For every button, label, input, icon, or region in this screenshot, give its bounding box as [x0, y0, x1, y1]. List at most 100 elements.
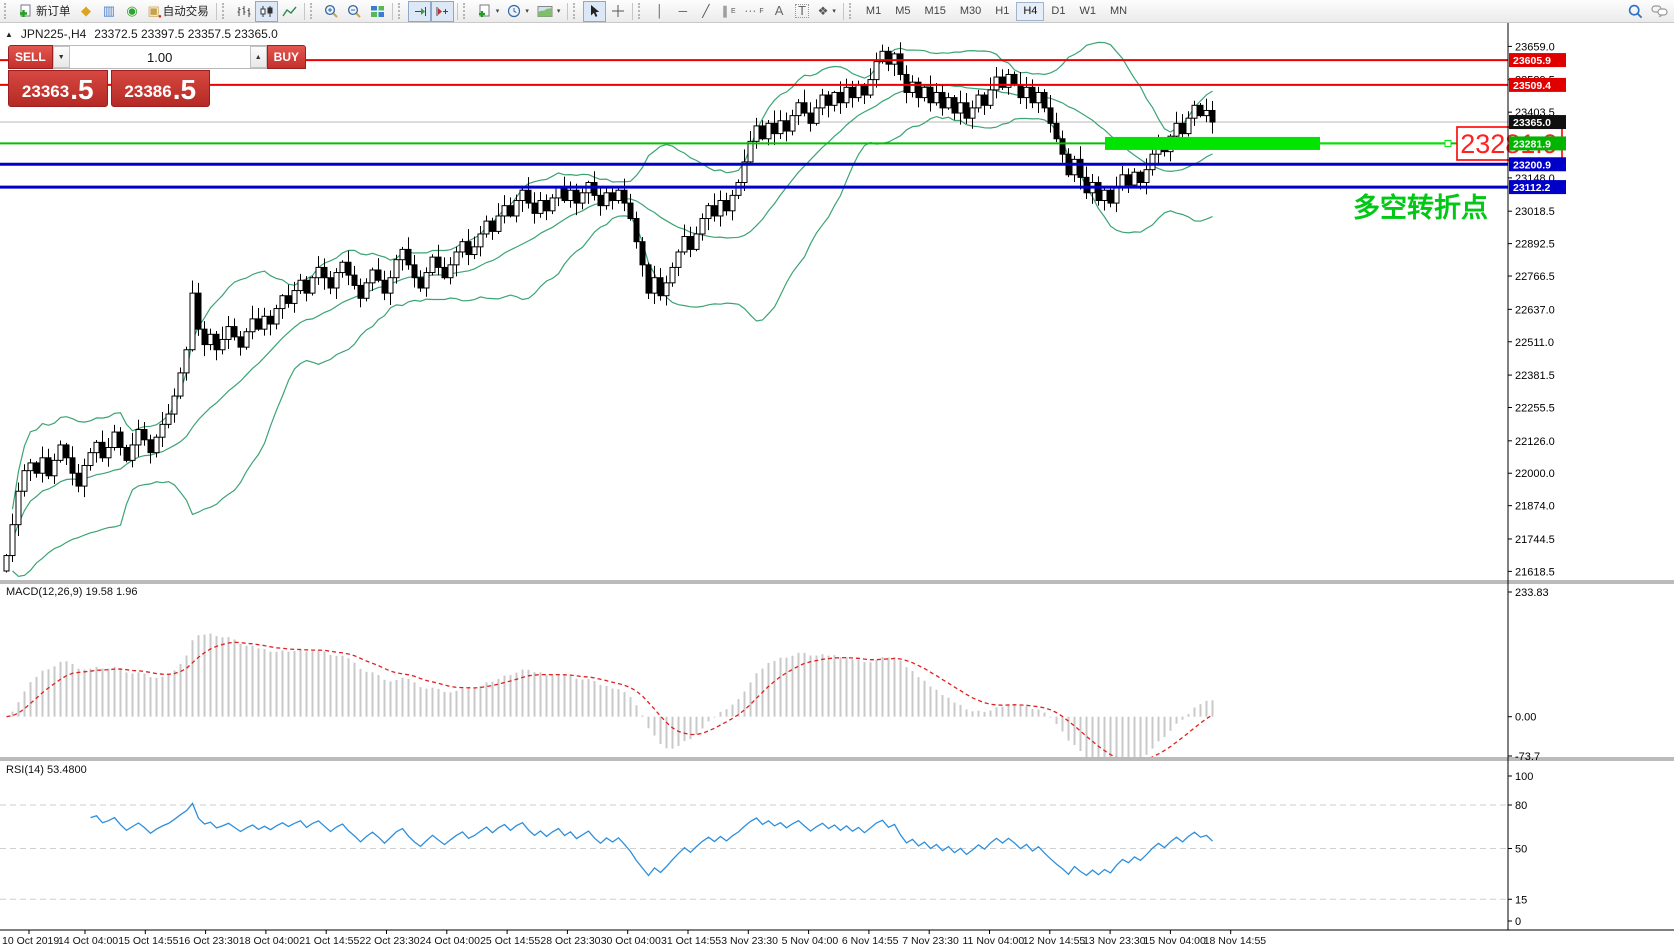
line-chart-button[interactable] [278, 1, 301, 22]
volume-increase-button[interactable]: ▲ [249, 46, 267, 68]
new-chart-button[interactable]: ▾ [473, 1, 504, 22]
bar-chart-button[interactable] [232, 1, 255, 22]
candle [621, 189, 628, 204]
chat-button[interactable] [1647, 1, 1672, 22]
candle [795, 102, 802, 117]
fibonacci-icon: ⋯ [744, 4, 757, 18]
period-button[interactable]: ▾ [503, 1, 533, 22]
price-tick-label: 22766.5 [1515, 271, 1555, 283]
candlestick-chart-button[interactable] [254, 0, 278, 22]
sell-button[interactable]: SELL [8, 45, 53, 69]
sell-price-button[interactable]: 23363 .5 [8, 70, 108, 107]
text-tool-button[interactable]: A [768, 1, 791, 22]
new-order-label: 新订单 [36, 6, 71, 18]
cursor-icon [591, 5, 600, 17]
chat-icon [1651, 5, 1668, 18]
metaeditor-icon: ◆ [81, 3, 91, 18]
candle [1125, 174, 1132, 186]
cursor-button[interactable] [583, 0, 607, 22]
candle [915, 81, 922, 99]
candle [555, 187, 562, 199]
metaeditor-button[interactable]: ◆ [75, 1, 98, 22]
volume-decrease-button[interactable]: ▼ [52, 46, 70, 68]
candle [453, 251, 460, 266]
candle [471, 246, 478, 256]
candle [399, 248, 406, 261]
candle [333, 272, 340, 289]
candle [255, 318, 262, 330]
strategy-tester-button[interactable]: ▥ [98, 1, 121, 22]
time-tick-label: 18 Nov 14:55 [1204, 935, 1267, 947]
candle [1005, 73, 1012, 88]
rsi-axis-label: 100 [1515, 771, 1533, 783]
candle [135, 428, 142, 446]
crosshair-button[interactable] [606, 1, 629, 22]
auto-scroll-button[interactable] [407, 0, 431, 22]
candle [681, 236, 688, 253]
candle [891, 53, 898, 65]
text-label-tool-button[interactable]: T [791, 1, 814, 22]
time-tick-label: 13 Nov 23:30 [1083, 935, 1146, 947]
candle [393, 259, 400, 279]
candle [861, 84, 868, 96]
trendline-tool-button[interactable]: ╱ [694, 1, 717, 22]
svg-text:23112.2: 23112.2 [1513, 182, 1551, 194]
templates-button[interactable]: ▾ [533, 1, 565, 22]
time-tick-label: 15 Oct 14:55 [118, 935, 178, 947]
candle [837, 91, 844, 104]
price-tag [1509, 180, 1566, 195]
candle [57, 444, 64, 461]
candle [303, 279, 310, 294]
autotrading-button[interactable]: ▣ ● 自动交易 [144, 1, 213, 22]
crosshair-icon [611, 5, 624, 17]
volume-input[interactable] [69, 46, 250, 68]
candle [519, 189, 526, 202]
channel-tool-button[interactable]: ∥ E [717, 1, 740, 22]
text-tool-icon: A [774, 3, 784, 18]
search-button[interactable] [1624, 1, 1647, 22]
candle [33, 462, 40, 474]
timeframe-m1-button[interactable]: M1 [859, 2, 888, 21]
chart-title: ▲ JPN225-,H4 23372.5 23397.5 23357.5 233… [5, 27, 278, 41]
buy-button[interactable]: BUY [266, 45, 307, 69]
candle [651, 277, 658, 294]
candle [789, 115, 796, 132]
arrows-tool-button[interactable]: ❖ ▾ [814, 1, 840, 22]
timeframe-h4-button[interactable]: H4 [1016, 1, 1045, 21]
zoom-out-button[interactable] [343, 1, 366, 22]
annotation-anchor-square[interactable] [1444, 139, 1452, 147]
candle [465, 241, 472, 256]
candle [69, 457, 76, 474]
fibonacci-tool-button[interactable]: ⋯ F [740, 1, 767, 22]
timeframe-d1-button[interactable]: D1 [1044, 2, 1072, 21]
candle [357, 284, 364, 299]
candle [699, 218, 706, 235]
chart-shift-button[interactable] [430, 0, 454, 22]
zoom-in-button[interactable] [320, 1, 343, 22]
timeframe-m30-button[interactable]: M30 [953, 2, 988, 21]
green-highlight-band[interactable] [1105, 136, 1320, 150]
candle [411, 264, 418, 279]
candle [417, 277, 424, 289]
candle [321, 266, 328, 279]
timeframe-mn-button[interactable]: MN [1103, 2, 1134, 21]
vertical-line-tool-button[interactable]: │ [648, 1, 671, 22]
horizontal-line-icon: ─ [678, 4, 688, 18]
turning-point-annotation[interactable]: 多空转折点 [1353, 192, 1488, 223]
timeframe-m15-button[interactable]: M15 [917, 2, 952, 21]
collapse-panel-arrow-icon[interactable]: ▲ [5, 29, 13, 39]
candle [9, 524, 16, 557]
new-order-button[interactable]: 新订单 [14, 1, 75, 22]
tile-windows-button[interactable] [366, 1, 389, 22]
candle [741, 161, 748, 184]
buy-price-button[interactable]: 23386 .5 [110, 70, 210, 107]
signals-button[interactable]: ◉ [121, 1, 144, 22]
time-tick-label: 12 Nov 14:55 [1023, 935, 1086, 947]
timeframe-w1-button[interactable]: W1 [1072, 2, 1103, 21]
horizontal-line-tool-button[interactable]: ─ [671, 1, 694, 22]
timeframe-h1-button[interactable]: H1 [988, 2, 1016, 21]
price-tag [1509, 157, 1566, 172]
candle [831, 91, 838, 106]
timeframe-m5-button[interactable]: M5 [888, 2, 917, 21]
